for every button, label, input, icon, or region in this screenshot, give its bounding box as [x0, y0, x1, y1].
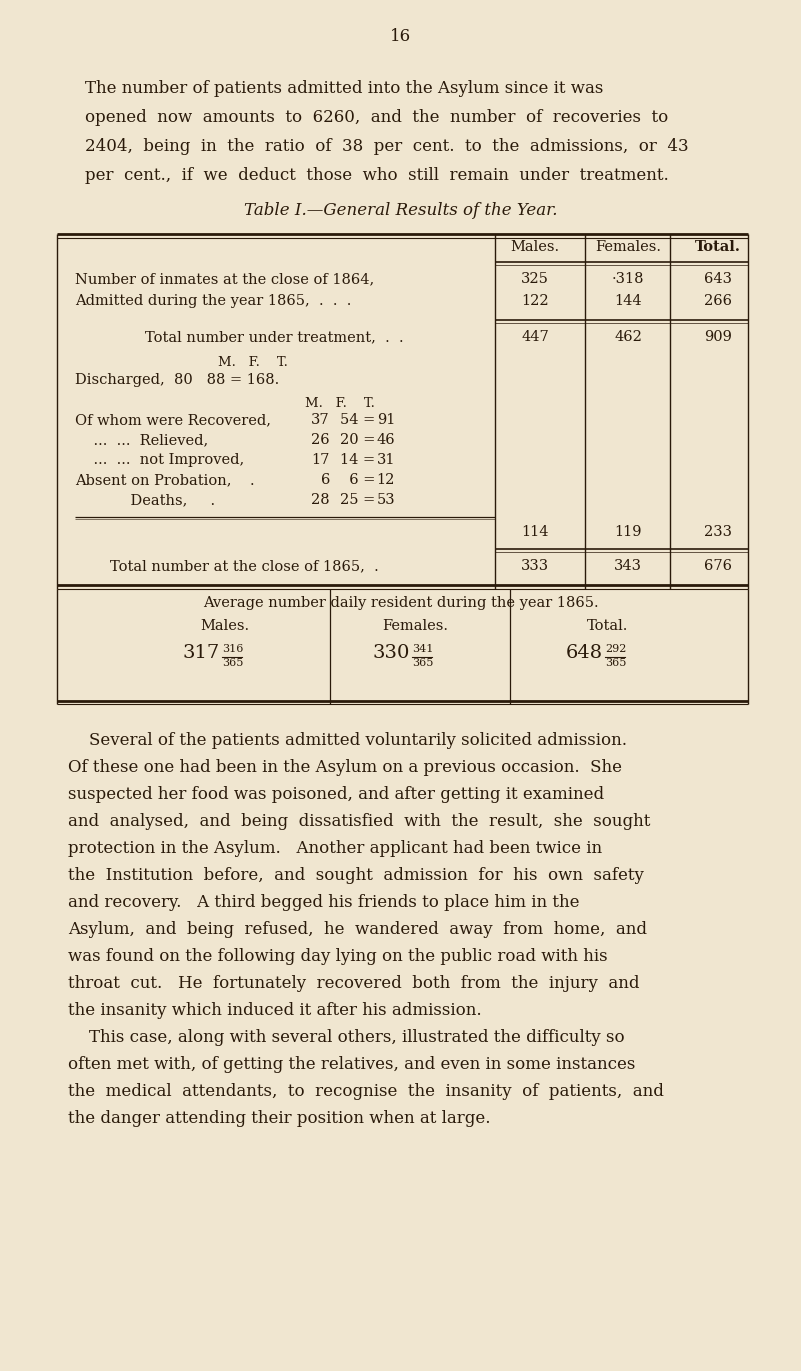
Text: 16: 16	[390, 27, 411, 45]
Text: M.   F.    T.: M. F. T.	[218, 356, 288, 369]
Text: per  cent.,  if  we  deduct  those  who  still  remain  under  treatment.: per cent., if we deduct those who still …	[85, 167, 669, 184]
Text: 114: 114	[521, 525, 549, 539]
Text: Total.: Total.	[695, 240, 741, 254]
Text: 31: 31	[376, 452, 395, 468]
Text: 341: 341	[412, 644, 433, 654]
Text: Asylum,  and  being  refused,  he  wandered  away  from  home,  and: Asylum, and being refused, he wandered a…	[68, 921, 647, 938]
Text: 365: 365	[605, 658, 626, 668]
Text: 330: 330	[372, 644, 410, 662]
Text: 462: 462	[614, 330, 642, 344]
Text: Females.: Females.	[382, 618, 448, 632]
Text: Males.: Males.	[510, 240, 560, 254]
Text: 26: 26	[312, 433, 330, 447]
Text: 233: 233	[704, 525, 732, 539]
Text: 333: 333	[521, 559, 549, 573]
Text: Number of inmates at the close of 1864,: Number of inmates at the close of 1864,	[75, 271, 374, 287]
Text: suspected her food was poisoned, and after getting it examined: suspected her food was poisoned, and aft…	[68, 786, 604, 803]
Text: 28: 28	[312, 494, 330, 507]
Text: 266: 266	[704, 293, 732, 308]
Text: 317: 317	[183, 644, 220, 662]
Text: 6: 6	[320, 473, 330, 487]
Text: Table I.—General Results of the Year.: Table I.—General Results of the Year.	[244, 202, 557, 219]
Text: the  Institution  before,  and  sought  admission  for  his  own  safety: the Institution before, and sought admis…	[68, 866, 644, 884]
Text: 46: 46	[376, 433, 395, 447]
Text: 20 =: 20 =	[340, 433, 375, 447]
Text: Several of the patients admitted voluntarily solicited admission.: Several of the patients admitted volunta…	[68, 732, 627, 749]
Text: Deaths,     .: Deaths, .	[75, 494, 215, 507]
Text: ·318: ·318	[612, 271, 644, 287]
Text: Total number under treatment,  .  .: Total number under treatment, . .	[145, 330, 404, 344]
Text: and  analysed,  and  being  dissatisfied  with  the  result,  she  sought: and analysed, and being dissatisfied wit…	[68, 813, 650, 829]
Text: Of these one had been in the Asylum on a previous occasion.  She: Of these one had been in the Asylum on a…	[68, 760, 622, 776]
Text: Admitted during the year 1865,  .  .  .: Admitted during the year 1865, . . .	[75, 293, 352, 308]
Text: the danger attending their position when at large.: the danger attending their position when…	[68, 1111, 490, 1127]
Text: 447: 447	[521, 330, 549, 344]
Text: 54 =: 54 =	[340, 413, 375, 426]
Text: ...  ...  Relieved,: ... ... Relieved,	[75, 433, 208, 447]
Text: 2404,  being  in  the  ratio  of  38  per  cent.  to  the  admissions,  or  43: 2404, being in the ratio of 38 per cent.…	[85, 138, 689, 155]
Text: 6 =: 6 =	[340, 473, 375, 487]
Text: Average number daily resident during the year 1865.: Average number daily resident during the…	[203, 596, 598, 610]
Text: 648: 648	[566, 644, 603, 662]
Text: throat  cut.   He  fortunately  recovered  both  from  the  injury  and: throat cut. He fortunately recovered bot…	[68, 975, 639, 993]
Text: The number of patients admitted into the Asylum since it was: The number of patients admitted into the…	[85, 80, 603, 97]
Text: Discharged,  80   88 = 168.: Discharged, 80 88 = 168.	[75, 373, 280, 387]
Text: 292: 292	[605, 644, 626, 654]
Text: the insanity which induced it after his admission.: the insanity which induced it after his …	[68, 1002, 481, 1019]
Text: Total number at the close of 1865,  .: Total number at the close of 1865, .	[110, 559, 379, 573]
Text: 37: 37	[312, 413, 330, 426]
Text: M.   F.    T.: M. F. T.	[305, 398, 375, 410]
Text: ...  ...  not Improved,: ... ... not Improved,	[75, 452, 244, 468]
Text: 365: 365	[222, 658, 244, 668]
Text: 365: 365	[412, 658, 433, 668]
Text: 25 =: 25 =	[340, 494, 375, 507]
Text: protection in the Asylum.   Another applicant had been twice in: protection in the Asylum. Another applic…	[68, 840, 602, 857]
Text: 91: 91	[376, 413, 395, 426]
Text: Of whom were Recovered,: Of whom were Recovered,	[75, 413, 271, 426]
Text: 316: 316	[222, 644, 244, 654]
Text: This case, along with several others, illustrated the difficulty so: This case, along with several others, il…	[68, 1030, 625, 1046]
Text: and recovery.   A third begged his friends to place him in the: and recovery. A third begged his friends…	[68, 894, 579, 910]
Text: 122: 122	[521, 293, 549, 308]
Text: opened  now  amounts  to  6260,  and  the  number  of  recoveries  to: opened now amounts to 6260, and the numb…	[85, 110, 668, 126]
Text: 676: 676	[704, 559, 732, 573]
Text: 144: 144	[614, 293, 642, 308]
Text: the  medical  attendants,  to  recognise  the  insanity  of  patients,  and: the medical attendants, to recognise the…	[68, 1083, 664, 1100]
Text: 343: 343	[614, 559, 642, 573]
Text: Total.: Total.	[587, 618, 629, 632]
Text: often met with, of getting the relatives, and even in some instances: often met with, of getting the relatives…	[68, 1056, 635, 1073]
Text: 325: 325	[521, 271, 549, 287]
Text: Males.: Males.	[200, 618, 250, 632]
Text: 53: 53	[376, 494, 395, 507]
Text: 14 =: 14 =	[340, 452, 375, 468]
Text: 12: 12	[376, 473, 395, 487]
Text: 17: 17	[312, 452, 330, 468]
Text: was found on the following day lying on the public road with his: was found on the following day lying on …	[68, 947, 608, 965]
Text: Absent on Probation,    .: Absent on Probation, .	[75, 473, 255, 487]
Text: 909: 909	[704, 330, 732, 344]
Text: 643: 643	[704, 271, 732, 287]
Text: Females.: Females.	[595, 240, 661, 254]
Text: 119: 119	[614, 525, 642, 539]
